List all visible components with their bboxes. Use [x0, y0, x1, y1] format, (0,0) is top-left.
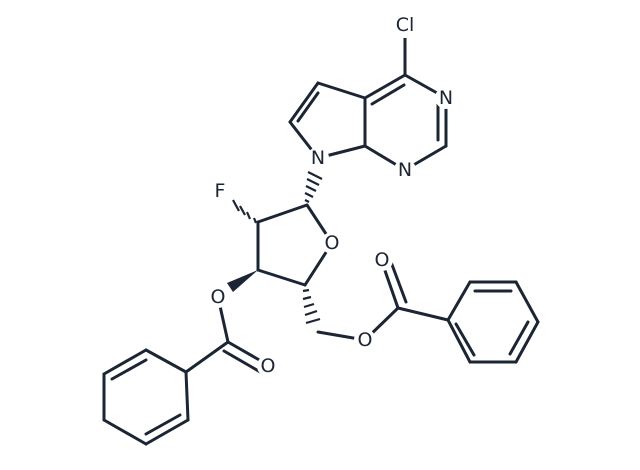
- bonds: [102, 28, 540, 446]
- atom-label: O: [211, 286, 226, 308]
- label-mask: [307, 147, 329, 169]
- atom-label: F: [215, 180, 226, 202]
- wedges: [227, 171, 323, 325]
- label-mask: [371, 249, 393, 271]
- label-mask: [321, 232, 343, 254]
- label-mask: [257, 355, 279, 377]
- label-mask: [435, 87, 457, 109]
- label-mask: [207, 286, 229, 308]
- atom-label: N: [398, 159, 412, 181]
- label-mask: [394, 159, 416, 181]
- label-mask: [209, 180, 231, 202]
- atom-label: O: [261, 355, 276, 377]
- atom-label: Cl: [396, 14, 415, 36]
- label-mask: [392, 12, 418, 38]
- atom-label: O: [325, 232, 340, 254]
- atom-label: O: [358, 329, 373, 351]
- atom-labels: Cl N N N F O O O O O: [207, 12, 457, 377]
- label-mask: [354, 329, 376, 351]
- atom-label: N: [439, 87, 453, 109]
- atom-label: N: [311, 147, 325, 169]
- atom-label: O: [375, 249, 390, 271]
